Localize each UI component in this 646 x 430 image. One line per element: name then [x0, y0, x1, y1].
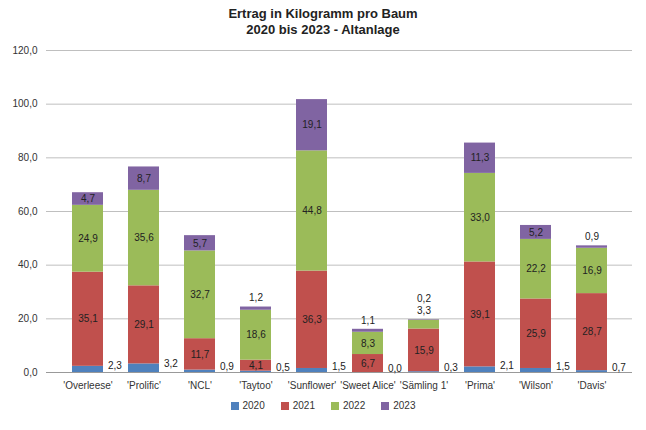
svg-text:2,3: 2,3: [108, 360, 122, 371]
svg-text:120,0: 120,0: [12, 45, 37, 56]
svg-text:'Sweet Alice': 'Sweet Alice': [340, 380, 396, 391]
svg-text:1,1: 1,1: [361, 314, 375, 325]
svg-text:'Prolific': 'Prolific': [127, 380, 161, 391]
svg-text:80,0: 80,0: [18, 152, 38, 163]
svg-text:'Sunflower': 'Sunflower': [288, 380, 336, 391]
svg-text:44,8: 44,8: [302, 205, 322, 216]
html-text:2023: 2023: [393, 400, 416, 411]
svg-text:39,1: 39,1: [470, 309, 490, 320]
svg-text:0,0: 0,0: [388, 363, 402, 374]
svg-text:35,6: 35,6: [134, 232, 154, 243]
svg-text:2,1: 2,1: [500, 360, 514, 371]
html-text:2022: 2022: [343, 400, 366, 411]
html-text:2020: 2020: [242, 400, 265, 411]
svg-text:1,5: 1,5: [332, 361, 346, 372]
svg-text:11,3: 11,3: [471, 152, 490, 163]
svg-text:'Overleese': 'Overleese': [63, 380, 112, 391]
svg-text:25,9: 25,9: [526, 328, 546, 339]
svg-text:0,9: 0,9: [585, 231, 599, 242]
svg-text:19,1: 19,1: [302, 119, 322, 130]
svg-text:'Davis': 'Davis': [578, 380, 607, 391]
svg-text:15,9: 15,9: [414, 345, 434, 356]
svg-text:22,2: 22,2: [526, 263, 546, 274]
svg-text:'Wilson': 'Wilson': [519, 380, 553, 391]
svg-text:28,7: 28,7: [582, 326, 602, 337]
svg-text:5,2: 5,2: [529, 227, 543, 238]
svg-text:16,9: 16,9: [582, 265, 602, 276]
svg-text:8,7: 8,7: [137, 173, 151, 184]
svg-text:36,3: 36,3: [302, 314, 322, 325]
svg-text:29,1: 29,1: [134, 319, 154, 330]
svg-text:18,6: 18,6: [246, 329, 266, 340]
svg-text:1,5: 1,5: [556, 361, 570, 372]
html-text:2020 bis 2023 - Altanlage: 2020 bis 2023 - Altanlage: [246, 22, 400, 37]
svg-text:100,0: 100,0: [12, 98, 37, 109]
svg-text:20,0: 20,0: [18, 313, 38, 324]
svg-text:35,1: 35,1: [78, 313, 98, 324]
svg-text:0,3: 0,3: [444, 362, 458, 373]
svg-text:3,3: 3,3: [417, 305, 431, 316]
svg-text:'Sämling 1': 'Sämling 1': [400, 380, 448, 391]
svg-text:40,0: 40,0: [18, 259, 38, 270]
html-text:2021: 2021: [292, 400, 315, 411]
svg-text:3,2: 3,2: [164, 358, 178, 369]
svg-text:'Taytoo': 'Taytoo': [239, 380, 272, 391]
svg-text:32,7: 32,7: [190, 289, 210, 300]
svg-text:5,7: 5,7: [193, 237, 207, 248]
svg-text:0,2: 0,2: [417, 293, 431, 304]
html-text:Ertrag in Kilogramm pro Baum: Ertrag in Kilogramm pro Baum: [228, 6, 418, 21]
svg-text:33,0: 33,0: [470, 212, 490, 223]
svg-text:60,0: 60,0: [18, 206, 38, 217]
svg-text:4,1: 4,1: [249, 360, 263, 371]
svg-text:6,7: 6,7: [361, 358, 375, 369]
svg-text:'NCL': 'NCL': [188, 380, 212, 391]
svg-text:0,9: 0,9: [220, 361, 234, 372]
svg-text:11,7: 11,7: [191, 349, 210, 360]
svg-text:0,7: 0,7: [612, 362, 626, 373]
svg-text:'Prima': 'Prima': [465, 380, 495, 391]
svg-text:4,7: 4,7: [81, 193, 95, 204]
svg-text:1,2: 1,2: [249, 292, 263, 303]
svg-text:8,3: 8,3: [361, 338, 375, 349]
svg-text:0,0: 0,0: [24, 367, 38, 378]
svg-text:24,9: 24,9: [78, 233, 98, 244]
svg-text:0,5: 0,5: [276, 362, 290, 373]
